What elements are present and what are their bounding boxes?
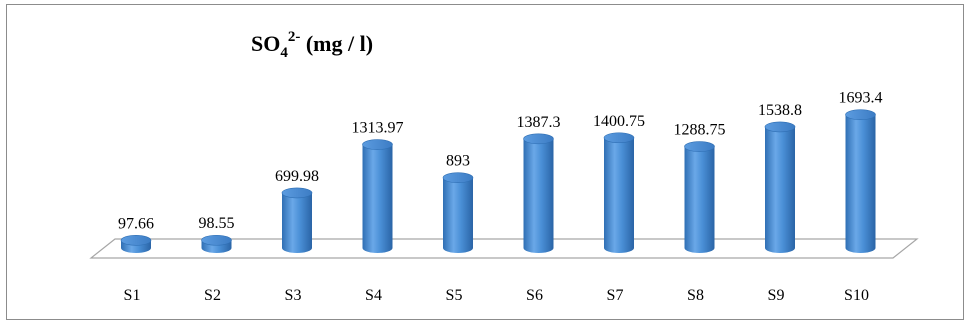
bar-s6: [523, 133, 554, 254]
bar-s4: [362, 139, 393, 254]
bar-s3: [281, 187, 313, 253]
bar-s8: [684, 141, 715, 254]
bar-body: [765, 126, 795, 253]
x-tick-label: S5: [446, 287, 463, 304]
bar-s10: [845, 109, 876, 254]
chart-title-subscript: 4: [280, 45, 288, 61]
bar-cap: [120, 235, 152, 246]
x-tick-label: S1: [124, 287, 141, 304]
data-label: 1288.75: [674, 122, 726, 139]
bar-body: [684, 146, 715, 254]
bar-cap: [362, 139, 393, 150]
bars-layer: [120, 109, 876, 254]
data-label: 699.98: [275, 168, 319, 185]
chart-title-units: (mg / l): [300, 31, 373, 56]
x-tick-label: S6: [526, 287, 543, 304]
bar-s1: [120, 235, 152, 253]
data-label: 98.55: [199, 215, 235, 232]
bar-cap: [845, 109, 876, 121]
x-tick-label: S3: [285, 287, 302, 304]
bar-cap: [603, 132, 635, 144]
x-tick-label: S4: [365, 287, 382, 304]
data-label: 1387.3: [517, 114, 561, 131]
bar-body: [362, 144, 393, 254]
x-tick-label: S9: [768, 287, 785, 304]
bar-cap: [523, 133, 554, 145]
bar-s9: [764, 121, 796, 253]
bar-body: [845, 114, 876, 254]
bar-body: [604, 137, 634, 253]
data-label: 1538.8: [758, 102, 802, 119]
chart-title: SO42- (mg / l): [251, 29, 373, 61]
x-tick-label: S8: [687, 287, 704, 304]
data-label: 1693.4: [839, 90, 883, 107]
bar-cap: [684, 141, 715, 152]
bar-cap: [281, 187, 313, 199]
x-tick-label: S7: [607, 287, 624, 304]
bar-body: [523, 138, 554, 254]
bar-s7: [603, 132, 635, 253]
bar-cap: [201, 234, 232, 246]
bar-body: [443, 177, 473, 253]
chart-title-main: SO: [251, 31, 280, 56]
x-tick-label: S2: [204, 287, 221, 304]
data-label: 1313.97: [352, 120, 404, 137]
data-label: 893: [446, 153, 470, 170]
chart-svg: SO42- (mg / l) 97.66 98.55 699.98 1313.97 89…: [89, 29, 919, 304]
chart-frame: SO42- (mg / l) 97.66 98.55 699.98 1313.97 89…: [6, 4, 964, 320]
bar-cap: [442, 172, 474, 184]
bar-s2: [201, 234, 232, 254]
data-labels-layer: 97.66 98.55 699.98 1313.97 893 1387.3 1400.75 1…: [118, 90, 883, 233]
bar-s5: [442, 172, 474, 253]
data-label: 1400.75: [593, 113, 645, 130]
data-label: 97.66: [118, 215, 154, 232]
x-axis-tick-labels: S1 S2 S3 S4 S5 S6 S7 S8 S9 S10: [124, 287, 869, 304]
bar-body: [282, 192, 312, 253]
bar-cap: [764, 121, 796, 133]
x-tick-label: S10: [844, 287, 869, 304]
chart-title-superscript: 2-: [288, 29, 301, 45]
